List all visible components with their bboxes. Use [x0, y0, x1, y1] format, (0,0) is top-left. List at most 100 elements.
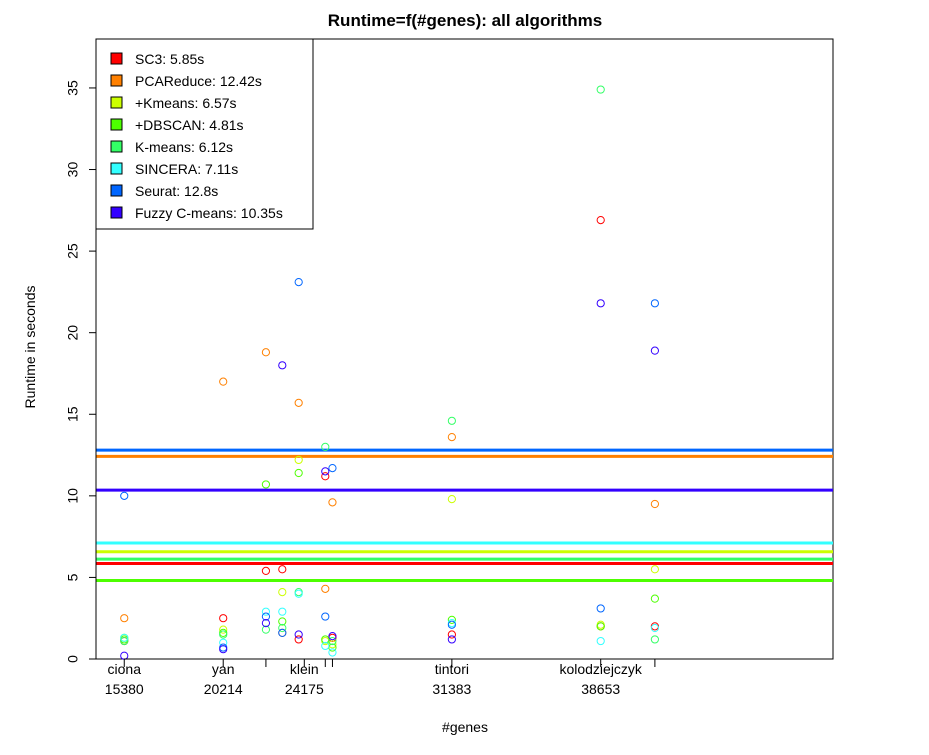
data-point — [120, 614, 129, 623]
data-point — [219, 638, 228, 647]
y-tick-label: 25 — [65, 243, 81, 259]
data-point — [219, 625, 228, 634]
data-point — [596, 604, 605, 613]
data-point — [650, 622, 659, 631]
data-point — [328, 498, 337, 507]
data-point — [120, 651, 129, 660]
legend-swatch — [110, 96, 123, 109]
data-point — [294, 278, 303, 287]
data-point — [278, 623, 287, 633]
x-tick-label-value: 24175 — [285, 681, 324, 697]
data-point — [294, 635, 303, 644]
data-point — [294, 630, 303, 639]
x-tick-label-value: 15380 — [105, 681, 144, 697]
x-tick-label-name: tintori — [435, 661, 469, 677]
data-point — [447, 416, 456, 425]
y-tick-label: 20 — [65, 325, 81, 341]
data-point — [650, 346, 659, 355]
legend-entry: SC3: 5.85s — [135, 51, 204, 67]
legend: SC3: 5.85s PCAReduce: 12.42s +Kmeans: 6.57… — [95, 38, 314, 230]
data-point — [278, 361, 287, 370]
data-point — [261, 625, 271, 634]
x-tick-label-name: klein — [290, 661, 319, 677]
data-point — [278, 588, 287, 597]
data-point — [294, 588, 303, 597]
data-point — [596, 299, 605, 308]
y-tick-label: 35 — [65, 80, 81, 96]
legend-entry: K-means: 6.12s — [135, 139, 233, 155]
legend-swatch — [110, 206, 123, 219]
legend-swatch — [110, 162, 123, 175]
x-tick-label-value: 20214 — [204, 681, 243, 697]
legend-swatch — [110, 52, 123, 65]
legend-entry: +Kmeans: 6.57s — [135, 95, 237, 111]
mean-lines — [96, 448, 833, 583]
legend-swatch — [110, 74, 123, 87]
data-point — [294, 455, 303, 465]
legend-box — [95, 38, 314, 230]
data-point — [447, 630, 456, 639]
data-point — [328, 648, 337, 657]
data-point — [596, 620, 605, 629]
legend-swatch — [110, 140, 123, 153]
y-axis-label: Runtime in seconds — [22, 286, 38, 409]
y-tick-label: 10 — [65, 488, 81, 504]
data-point — [294, 589, 303, 598]
data-point — [219, 643, 228, 652]
data-point — [447, 615, 456, 624]
data-point — [321, 641, 330, 651]
data-point — [219, 614, 228, 623]
legend-entry: Fuzzy C-means: 10.35s — [135, 205, 283, 221]
data-point — [278, 617, 287, 626]
x-tick-label-name: kolodziejczyk — [559, 661, 642, 677]
data-point — [447, 495, 456, 504]
legend-entry: PCAReduce: 12.42s — [135, 73, 262, 89]
data-point — [321, 467, 330, 476]
legend-swatch — [110, 184, 123, 197]
data-point — [328, 464, 337, 473]
data-point — [261, 480, 271, 489]
data-point — [650, 635, 659, 644]
data-point — [321, 584, 330, 593]
data-point — [447, 620, 456, 629]
data-point — [294, 468, 303, 478]
data-point — [447, 635, 456, 644]
data-point — [650, 594, 659, 603]
data-point — [120, 491, 129, 500]
data-point — [321, 472, 330, 481]
data-point — [321, 612, 330, 621]
data-point — [650, 299, 659, 308]
chart-title: Runtime=f(#genes): all algorithms — [328, 11, 602, 30]
data-point — [120, 636, 129, 646]
data-point — [219, 377, 228, 386]
y-tick-label: 30 — [65, 162, 81, 178]
data-point — [328, 636, 337, 646]
data-point — [321, 442, 330, 451]
legend-entry: Seurat: 12.8s — [135, 183, 218, 199]
data-point — [650, 565, 659, 574]
data-point — [219, 630, 228, 639]
data-point — [278, 628, 287, 637]
x-axis-label: #genes — [442, 719, 488, 735]
data-point — [261, 612, 271, 621]
x-tick-label-name: ciona — [108, 661, 142, 677]
data-point — [278, 607, 287, 616]
x-tick-label-name: yan — [212, 661, 235, 677]
data-point — [650, 623, 659, 633]
y-axis: 0 5 10 15 20 25 30 35 — [65, 80, 97, 663]
data-point — [261, 348, 271, 357]
data-point — [120, 633, 129, 642]
x-tick-label-value: 31383 — [432, 681, 471, 697]
data-point — [294, 398, 303, 407]
y-tick-label: 0 — [65, 655, 81, 663]
data-point — [596, 85, 605, 94]
data-point — [596, 622, 605, 631]
legend-swatch — [110, 118, 123, 131]
data-point — [261, 619, 271, 628]
data-point — [278, 565, 287, 574]
legend-entry: SINCERA: 7.11s — [135, 161, 238, 177]
data-point — [261, 566, 271, 575]
data-point — [596, 636, 605, 646]
y-tick-label: 5 — [65, 573, 81, 581]
